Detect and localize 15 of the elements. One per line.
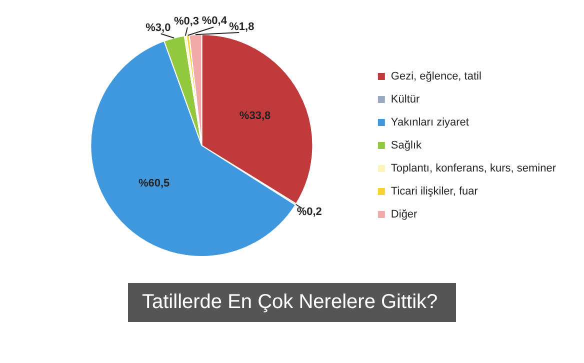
legend-label: Sağlık	[390, 140, 422, 152]
text: Tatillerde En Çok Nerelere Gittik?	[128, 283, 456, 322]
data-label: %3,0	[146, 22, 171, 34]
data-label: %1,8	[229, 20, 254, 33]
data-label: %0,4	[202, 15, 228, 28]
legend-label: Yakınları ziyaret	[390, 116, 469, 129]
legend-label: Gezi, eğlence, tatil	[390, 70, 482, 83]
data-label: %0,3	[174, 15, 200, 28]
data-label: %0,2	[296, 206, 322, 218]
data-label: %60,5	[138, 178, 170, 190]
legend-label: Kültür	[390, 94, 420, 106]
legend-label: Diğer	[390, 208, 418, 221]
legend-label: Ticari ilişkiler, fuar	[390, 186, 478, 198]
data-label: %33,8	[239, 110, 271, 122]
legend-label: Toplantı, konferans, kurs, seminer	[390, 162, 556, 175]
